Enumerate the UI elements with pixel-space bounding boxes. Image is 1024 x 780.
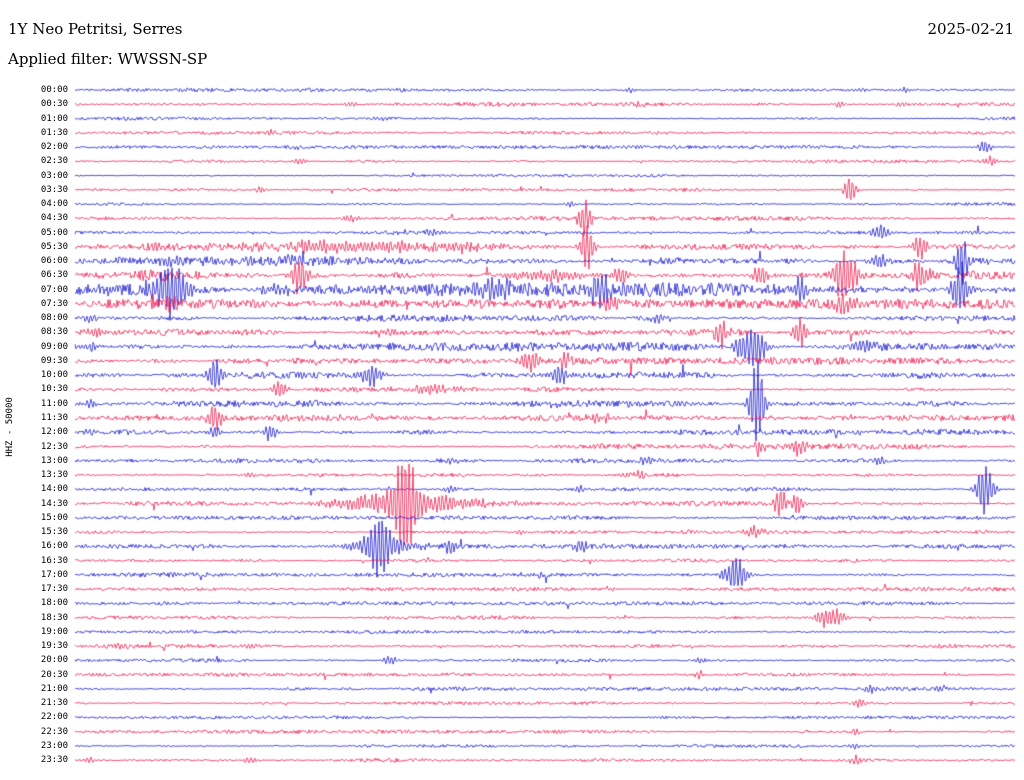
time-label: 08:00 <box>40 313 68 324</box>
time-label: 23:00 <box>40 740 68 751</box>
time-label: 14:30 <box>40 498 68 509</box>
time-label: 01:00 <box>40 113 68 124</box>
time-label: 20:00 <box>40 655 68 666</box>
time-label: 13:30 <box>40 470 68 481</box>
time-label: 07:00 <box>40 284 68 295</box>
station-title: 1Y Neo Petritsi, Serres <box>8 20 183 38</box>
time-label: 02:30 <box>40 156 68 167</box>
time-label: 19:00 <box>40 626 68 637</box>
time-label: 11:00 <box>40 398 68 409</box>
time-label: 14:00 <box>40 484 68 495</box>
time-label: 03:30 <box>40 184 68 195</box>
time-label: 10:30 <box>40 384 68 395</box>
time-label: 01:30 <box>40 127 68 138</box>
time-label: 23:30 <box>40 755 68 766</box>
time-label: 11:30 <box>40 412 68 423</box>
time-label: 10:00 <box>40 370 68 381</box>
time-label: 02:00 <box>40 142 68 153</box>
time-label: 22:00 <box>40 712 68 723</box>
time-label: 09:30 <box>40 355 68 366</box>
plot-date: 2025-02-21 <box>927 20 1014 38</box>
time-label: 18:30 <box>40 612 68 623</box>
time-label: 17:00 <box>40 569 68 580</box>
time-label: 19:30 <box>40 641 68 652</box>
time-label: 04:00 <box>40 199 68 210</box>
time-label: 05:30 <box>40 241 68 252</box>
amplitude-scale-label: HHZ - 50000 <box>5 397 15 457</box>
time-label: 15:00 <box>40 512 68 523</box>
time-label: 12:00 <box>40 427 68 438</box>
time-label: 13:00 <box>40 455 68 466</box>
time-label: 06:30 <box>40 270 68 281</box>
time-label: 00:30 <box>40 99 68 110</box>
time-label: 20:30 <box>40 669 68 680</box>
time-label: 16:30 <box>40 555 68 566</box>
time-label: 21:30 <box>40 698 68 709</box>
time-label: 06:00 <box>40 256 68 267</box>
time-label: 09:00 <box>40 341 68 352</box>
time-label: 08:30 <box>40 327 68 338</box>
time-label: 16:00 <box>40 541 68 552</box>
time-label: 04:30 <box>40 213 68 224</box>
time-label: 12:30 <box>40 441 68 452</box>
time-label: 18:00 <box>40 598 68 609</box>
time-label: 05:00 <box>40 227 68 238</box>
time-label: 07:30 <box>40 298 68 309</box>
time-label: 17:30 <box>40 584 68 595</box>
time-label: 03:00 <box>40 170 68 181</box>
time-label: 21:00 <box>40 683 68 694</box>
time-label: 15:30 <box>40 527 68 538</box>
filter-label: Applied filter: WWSSN-SP <box>8 50 208 68</box>
time-label: 22:30 <box>40 726 68 737</box>
time-label: 00:00 <box>40 85 68 95</box>
